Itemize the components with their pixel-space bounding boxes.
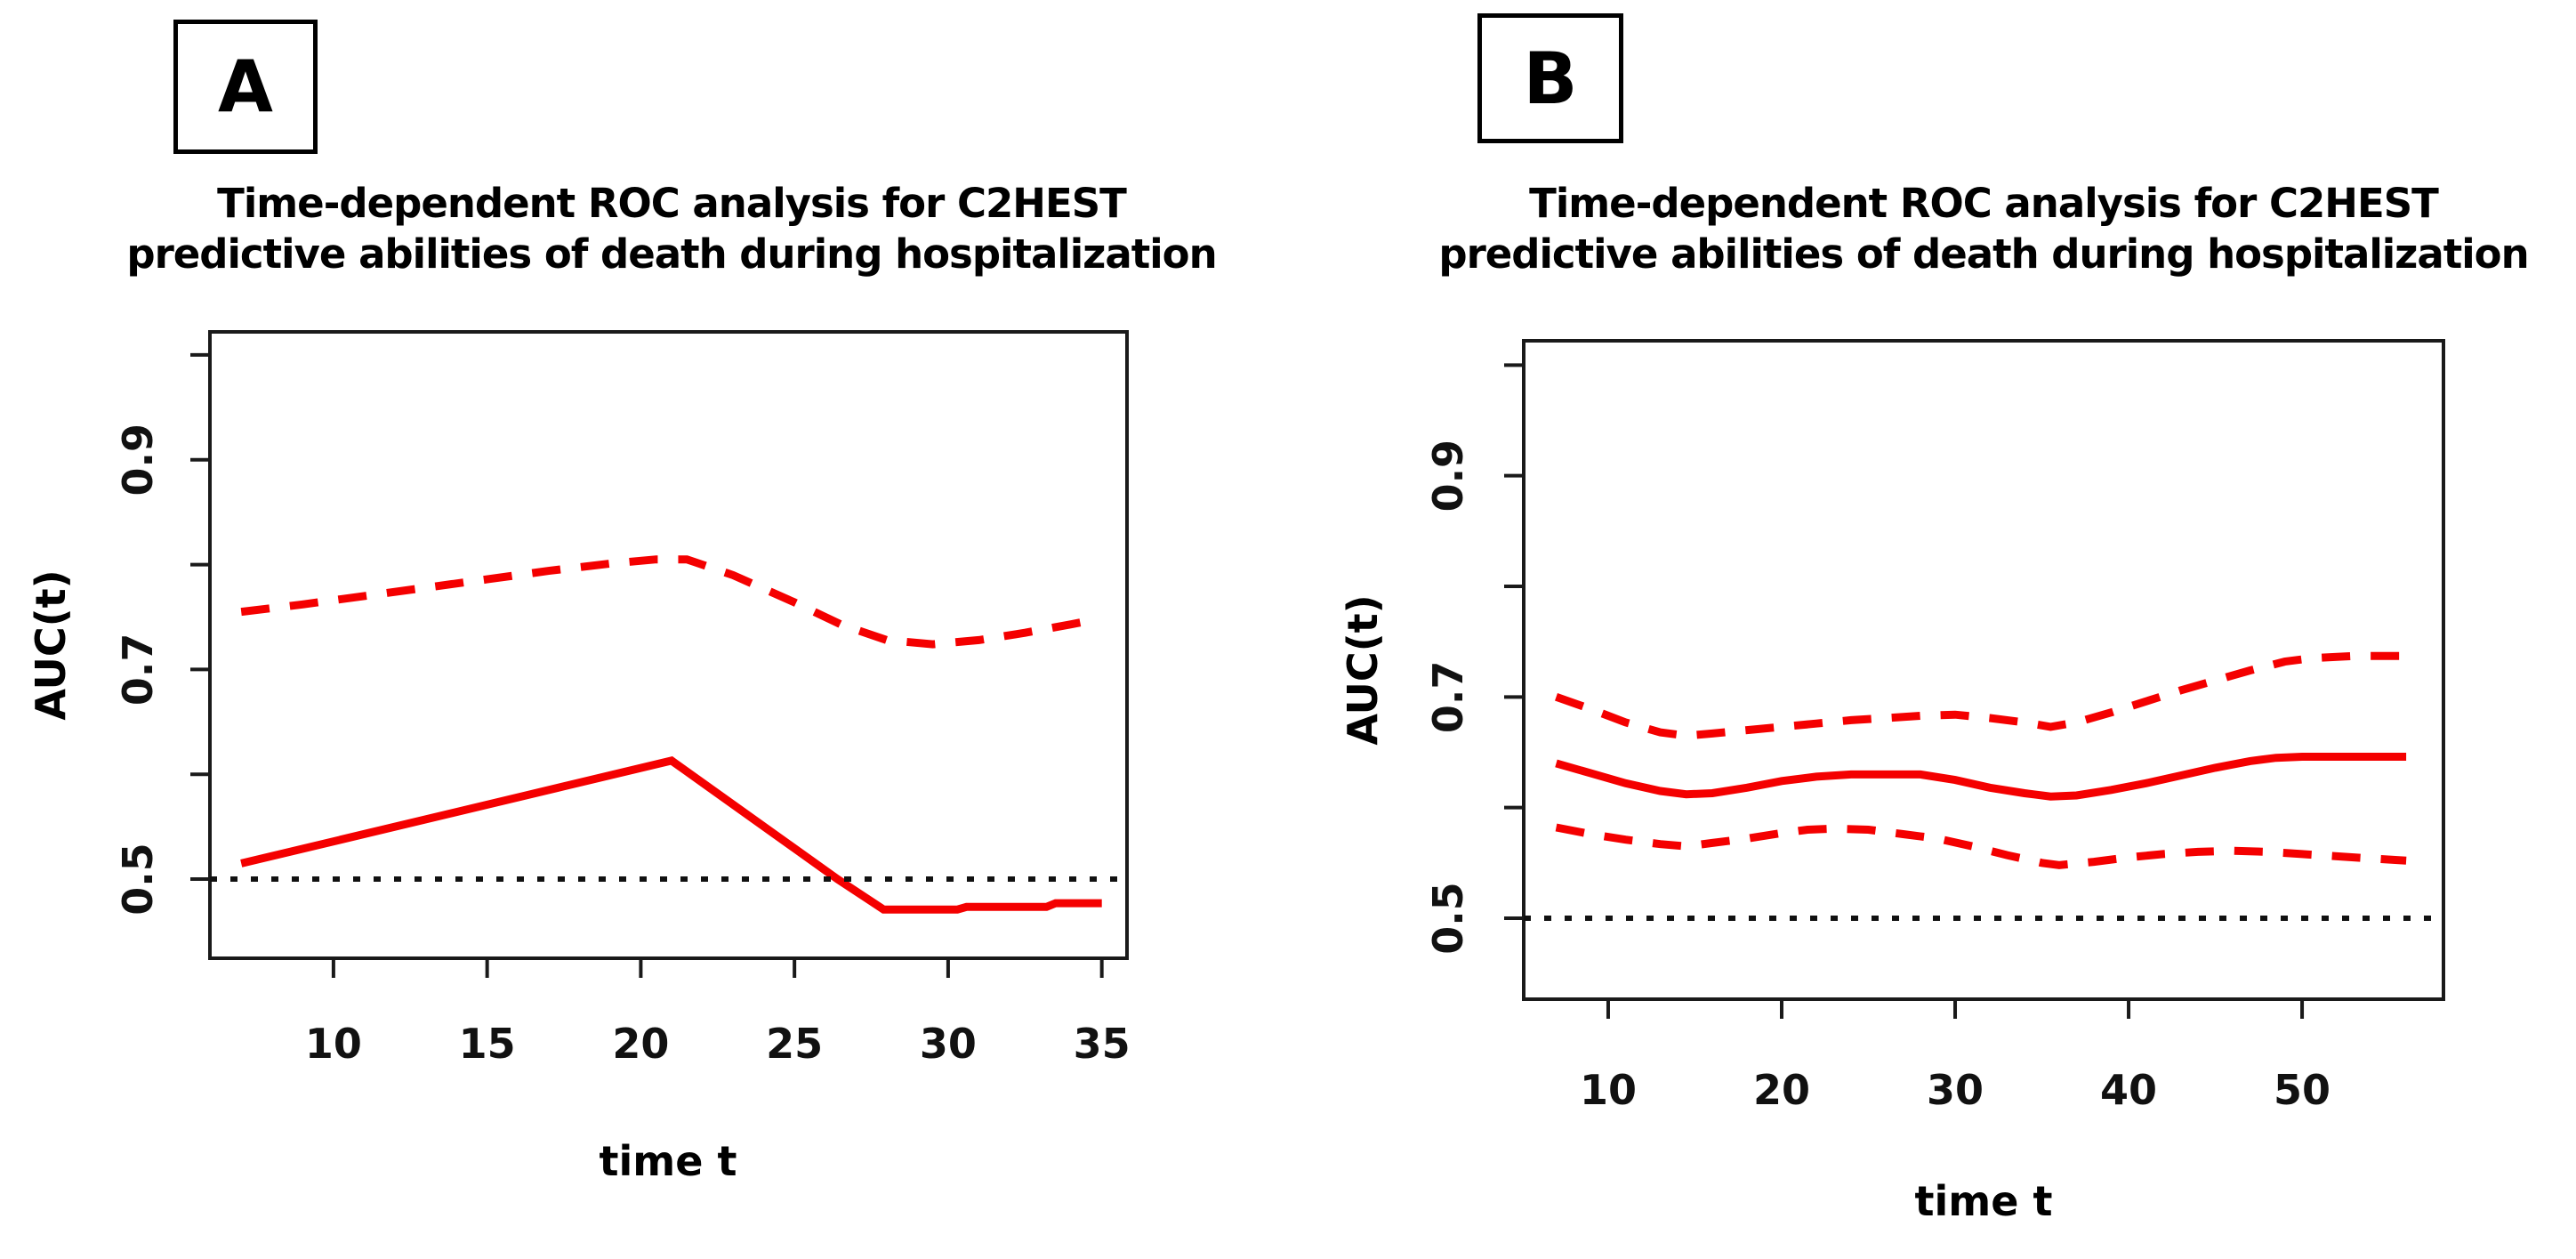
panel-b-x-tick-label: 20 — [1753, 1066, 1810, 1114]
panel-a-x-tick-label: 35 — [1074, 1020, 1131, 1068]
panel-b-x-tick-label: 50 — [2274, 1066, 2330, 1114]
panel-a-y-tick-label: 0.9 — [114, 424, 162, 496]
panel-b-label: B — [1523, 36, 1578, 120]
panel-a-title-line1: Time-dependent ROC analysis for C2HEST — [217, 180, 1127, 227]
panel-a-x-tick-label: 25 — [766, 1020, 823, 1068]
panel-b-series-dashed-lower — [1555, 823, 2407, 869]
panel-a-label-box: A — [173, 20, 318, 154]
panel-b-x-tick-label: 10 — [1580, 1066, 1637, 1114]
panel-a-y-tick-label: 0.7 — [114, 634, 162, 706]
panel-b-x-tick-label: 40 — [2100, 1066, 2157, 1114]
panel-a-y-axis-title: AUC(t) — [27, 569, 75, 720]
panel-a-plot-box — [208, 330, 1129, 960]
panel-b-series-dashed-upper — [1555, 651, 2407, 740]
panel-b-y-tick-label: 0.7 — [1424, 661, 1472, 734]
panel-a-x-tick-label: 15 — [459, 1020, 516, 1068]
panel-b-x-axis-title: time t — [1915, 1177, 2053, 1225]
panel-a-title-line2: predictive abilities of death during hos… — [126, 230, 1217, 278]
panel-a-y-tick-label: 0.5 — [114, 843, 162, 916]
panel-a-x-axis-title: time t — [600, 1137, 737, 1185]
panel-a-title: Time-dependent ROC analysis for C2HEST p… — [49, 178, 1294, 279]
panel-b-y-tick-label: 0.9 — [1424, 440, 1472, 512]
panel-b-x-tick-label: 30 — [1927, 1066, 1984, 1114]
panel-b-y-axis-title: AUC(t) — [1339, 594, 1387, 745]
panel-b-y-tick-label: 0.5 — [1424, 882, 1472, 955]
panel-a-x-tick-label: 30 — [920, 1020, 977, 1068]
panel-b-series-solid — [1555, 753, 2407, 801]
panel-b-title: Time-dependent ROC analysis for C2HEST p… — [1361, 178, 2576, 279]
panel-b-label-box: B — [1477, 13, 1623, 143]
panel-a-x-tick-label: 10 — [305, 1020, 362, 1068]
panel-b-title-line1: Time-dependent ROC analysis for C2HEST — [1529, 180, 2439, 227]
panel-b-plot-box — [1522, 339, 2445, 1001]
panel-b-title-line2: predictive abilities of death during hos… — [1438, 230, 2529, 278]
panel-a-series-solid — [240, 756, 1102, 914]
panel-a-series-dashed-upper — [240, 555, 1094, 649]
panel-a-label: A — [218, 45, 273, 128]
panel-a-x-tick-label: 20 — [612, 1020, 669, 1068]
